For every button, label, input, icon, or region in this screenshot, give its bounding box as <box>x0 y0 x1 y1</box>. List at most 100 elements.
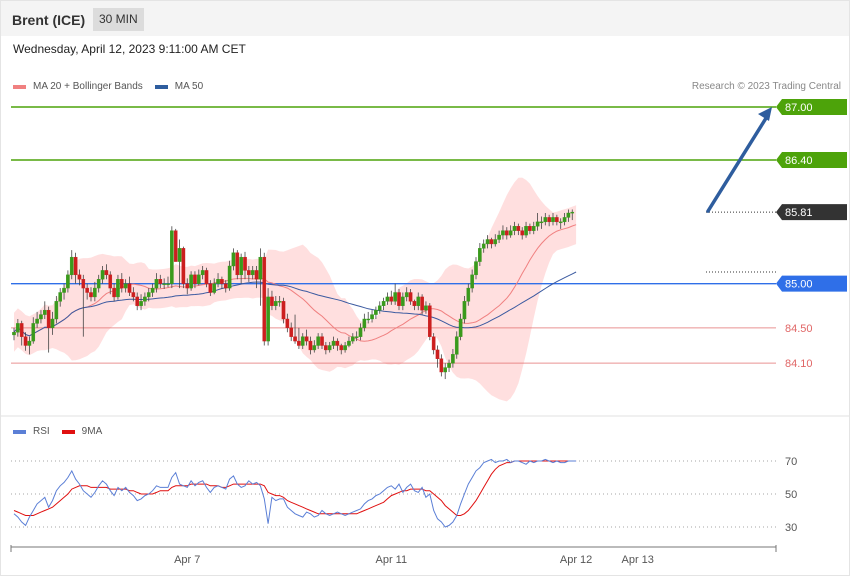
candle <box>558 218 563 229</box>
candle <box>512 221 517 236</box>
candle <box>254 266 259 289</box>
candle <box>304 329 309 346</box>
candle <box>389 290 394 305</box>
candle-body <box>481 243 486 249</box>
candle-body <box>385 296 390 302</box>
candle <box>131 287 136 302</box>
candle <box>431 333 436 355</box>
candle-body <box>331 340 336 346</box>
candle <box>266 288 270 346</box>
candle <box>408 288 413 305</box>
candle <box>19 320 24 346</box>
candle <box>312 340 317 353</box>
candle-body <box>146 292 151 298</box>
candle <box>212 278 217 295</box>
candle <box>54 296 59 324</box>
candle <box>424 301 428 314</box>
candle-body <box>381 301 386 306</box>
candle <box>243 251 247 280</box>
rsi-layer: 30 50 70 <box>1 415 849 534</box>
candle-body <box>404 292 409 298</box>
resistance-level-label: 87.00 <box>785 102 813 114</box>
candle-body <box>412 301 417 306</box>
candle-body <box>62 287 66 293</box>
candle-body <box>347 340 351 346</box>
candle <box>96 274 101 293</box>
candle <box>274 296 278 311</box>
candle <box>46 306 51 353</box>
candle <box>100 266 105 284</box>
candle <box>412 299 417 311</box>
forecast-arrow-head <box>758 107 772 121</box>
candle <box>435 345 440 368</box>
candle <box>143 292 147 306</box>
candle-body <box>166 283 170 285</box>
candle-body <box>112 287 116 298</box>
resistance-level-tag <box>776 152 847 168</box>
candle <box>508 225 513 238</box>
candle-body <box>200 270 205 276</box>
candle-body <box>270 296 274 306</box>
candle <box>39 310 43 324</box>
bollinger-bands-layer <box>14 177 577 402</box>
candle <box>216 273 220 288</box>
x-tick-label: Apr 11 <box>376 554 408 566</box>
candle-body <box>443 367 448 373</box>
candle-body <box>289 327 294 337</box>
candle <box>404 287 409 302</box>
candle <box>358 323 363 341</box>
candle <box>185 278 190 295</box>
candle-body <box>139 301 143 306</box>
legend-item-ma20: MA 20 + Bollinger Bands <box>13 81 143 92</box>
candle-body <box>308 340 313 351</box>
candle-body <box>108 274 113 289</box>
last-level-label: 85.81 <box>785 207 813 219</box>
candle <box>66 270 70 293</box>
candle <box>316 333 320 350</box>
candle-body <box>370 314 374 320</box>
candle <box>12 327 16 341</box>
candle-body <box>351 336 355 342</box>
candle-body <box>551 217 555 223</box>
candle-body <box>23 336 28 346</box>
candle <box>177 239 182 289</box>
candle-body <box>50 318 55 329</box>
candle <box>531 221 536 235</box>
candle <box>208 280 213 297</box>
candle-body <box>528 226 532 231</box>
candle-body <box>185 283 190 289</box>
candle-body <box>377 305 382 311</box>
candle-body <box>497 234 501 240</box>
candle <box>77 269 82 286</box>
candle-body <box>474 261 478 276</box>
candle-body <box>35 318 39 324</box>
candle <box>35 311 39 328</box>
price-legend: MA 20 + Bollinger Bands MA 50 <box>13 81 215 92</box>
candle-body <box>489 239 494 245</box>
candle-body <box>16 323 20 333</box>
candle <box>204 267 209 288</box>
candle <box>458 313 463 341</box>
top-bar: Brent (ICE) 30 MIN <box>1 1 849 36</box>
candle-body <box>462 301 467 320</box>
timeframe-badge[interactable]: 30 MIN <box>93 8 144 31</box>
candle <box>343 341 347 353</box>
copyright-notice: Research © 2023 Trading Central <box>691 81 841 92</box>
candle <box>250 266 255 280</box>
candle <box>320 333 324 350</box>
candle-body <box>243 256 247 271</box>
candle <box>104 264 109 280</box>
candle-body <box>366 318 371 321</box>
candle <box>474 257 478 280</box>
candle <box>247 266 251 282</box>
candle <box>227 260 232 291</box>
candle-body <box>316 336 320 346</box>
x-tick-label: Apr 7 <box>174 554 200 566</box>
candle <box>489 237 494 249</box>
candle <box>520 227 524 240</box>
candle-body <box>131 292 136 298</box>
candle-body <box>343 345 347 351</box>
candles-layer <box>12 209 575 380</box>
candle <box>170 226 174 289</box>
candle <box>16 319 20 337</box>
